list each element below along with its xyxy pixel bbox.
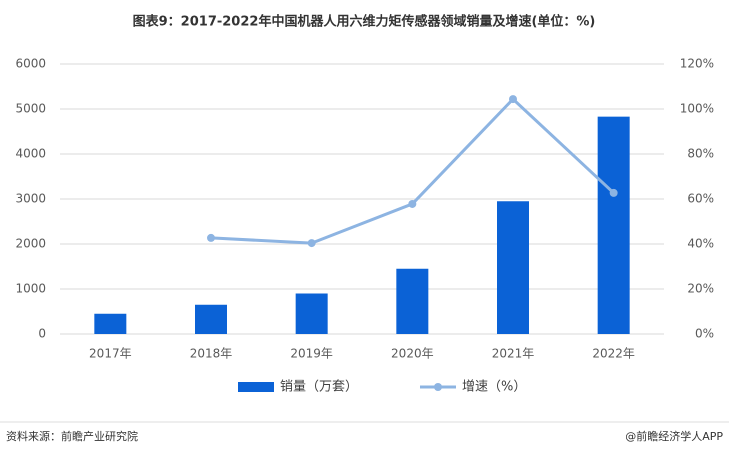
bar: [295, 293, 328, 334]
y-tick-label: 4000: [15, 147, 46, 161]
y2-tick-label: 80%: [687, 147, 714, 161]
x-tick-label: 2019年: [290, 347, 333, 361]
y2-tick-label: 40%: [687, 237, 714, 251]
y2-tick-label: 60%: [687, 192, 714, 206]
line-point: [509, 95, 517, 104]
line: [210, 96, 615, 245]
y-tick-label: 0: [38, 327, 46, 341]
y-tick-label: 1000: [15, 282, 46, 296]
x-tick-label: 2022年: [592, 347, 635, 361]
y2-tick-label: 0%: [695, 327, 714, 341]
legend-label: 增速（%）: [462, 380, 526, 395]
chart-title: 图表9：2017-2022年中国机器人用六维力矩传感器领域销量及增速(单位：%): [133, 14, 596, 30]
x-tick-label: 2021年: [492, 347, 535, 361]
y-tick-label: 6000: [15, 57, 46, 71]
line-point: [207, 233, 215, 242]
x-tick-label: 2017年: [89, 347, 132, 361]
credit: @前瞻经济学人APP: [625, 429, 723, 443]
y2-tick-label: 120%: [680, 57, 714, 71]
y2-tick-label: 20%: [687, 282, 714, 296]
legend-label: 销量（万套）: [280, 379, 358, 395]
line-point: [307, 239, 316, 248]
legend-swatch: [238, 382, 274, 392]
bar: [497, 201, 529, 334]
y2-tick-label: 100%: [680, 102, 714, 116]
bar: [94, 313, 127, 334]
y-tick-label: 2000: [15, 237, 46, 251]
x-tick-label: 2018年: [190, 347, 233, 361]
y-tick-label: 5000: [15, 102, 46, 116]
bar: [396, 268, 429, 334]
x-tick-label: 2020年: [391, 347, 434, 361]
line-point: [609, 188, 618, 197]
bar: [195, 304, 227, 334]
bar: [597, 116, 630, 335]
line-point: [408, 199, 417, 208]
y-tick-label: 3000: [15, 192, 46, 206]
legend-swatch: [434, 383, 442, 391]
source: 资料来源：前瞻产业研究院: [6, 429, 138, 443]
